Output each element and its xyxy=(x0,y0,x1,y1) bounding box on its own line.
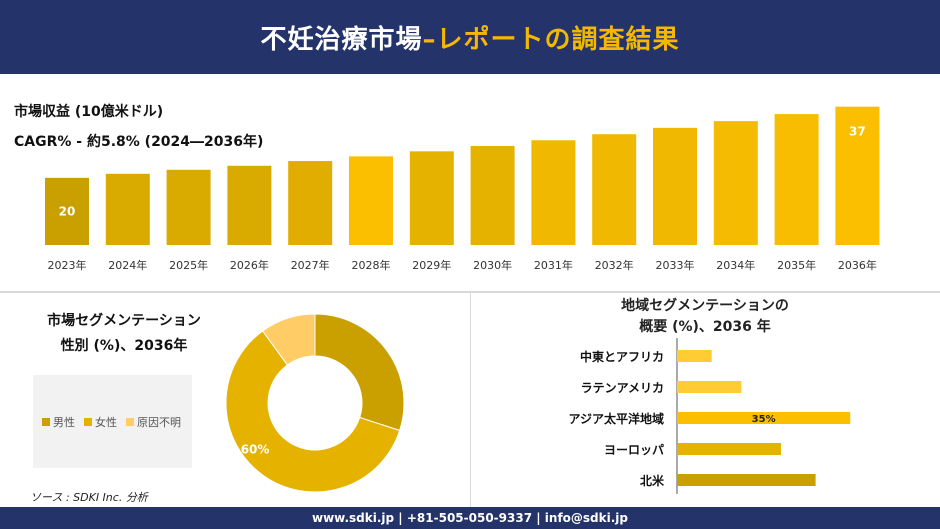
year-tick-label: 2035年 xyxy=(777,258,816,272)
region-title-line2: 概要 (%)、2036 年 xyxy=(639,319,771,335)
title-part-1: 不妊治療市場 xyxy=(260,24,423,55)
revenue-panel: 2023年 20 2024年 2025年 2026年 2027年 2028年 2029年 203… xyxy=(0,74,940,288)
region-category-label: アジア太平洋地域 xyxy=(568,411,664,426)
year-tick-label: 2024年 xyxy=(108,258,147,272)
donut-data-label: 60% xyxy=(241,443,270,457)
region-category-label: ラテンアメリカ xyxy=(581,381,664,395)
year-tick-label: 2029年 xyxy=(412,258,451,272)
horizontal-divider xyxy=(0,291,940,293)
donut-slice xyxy=(261,313,316,366)
revenue-bar xyxy=(835,106,880,245)
revenue-bar xyxy=(45,177,89,245)
cagr-label: CAGR% - 約5.8% (2024―2036年) xyxy=(14,134,264,150)
revenue-bar xyxy=(288,161,333,245)
legend-swatch xyxy=(84,418,92,426)
year-tick-label: 2027年 xyxy=(291,258,330,272)
segmentation-title-line2: 性別 (%)、2036年 xyxy=(60,338,188,354)
legend-label: 原因不明 xyxy=(137,416,181,429)
region-category-label: 北米 xyxy=(640,473,665,488)
footer-contact: www.sdki.jp | +81-505-050-9337 | info@sd… xyxy=(311,511,628,525)
year-tick-label: 2025年 xyxy=(169,258,208,272)
legend-item: 女性 xyxy=(84,414,117,430)
revenue-bar xyxy=(166,169,211,245)
revenue-bar xyxy=(349,156,393,245)
year-tick-label: 2026年 xyxy=(230,258,269,272)
footer-banner: www.sdki.jp | +81-505-050-9337 | info@sd… xyxy=(0,507,940,529)
source-note: ソース : SDKI Inc. 分析 xyxy=(30,491,148,504)
legend-label: 男性 xyxy=(53,416,75,429)
region-category-label: 中東とアフリカ xyxy=(580,349,664,364)
revenue-bar xyxy=(531,140,576,245)
revenue-data-label: 37 xyxy=(849,125,866,139)
region-data-label: 35% xyxy=(752,414,776,425)
region-bar xyxy=(677,474,816,486)
page-title: 不妊治療市場–レポートの調査結果 xyxy=(260,19,679,56)
year-tick-label: 2036年 xyxy=(838,258,877,272)
legend-background xyxy=(33,375,192,468)
region-bar xyxy=(677,443,781,455)
gender-donut-chart: 60% xyxy=(225,313,405,493)
region-category-label: ヨーロッパ xyxy=(604,443,664,457)
year-tick-label: 2034年 xyxy=(716,258,755,272)
donut-slice xyxy=(225,330,401,493)
year-tick-label: 2031年 xyxy=(534,258,573,272)
donut-legend: 男性 女性 原因不明 xyxy=(42,414,181,430)
year-tick-label: 2033年 xyxy=(656,258,695,272)
legend-label: 女性 xyxy=(95,416,117,429)
revenue-bar xyxy=(774,114,819,245)
year-tick-label: 2030年 xyxy=(473,258,512,272)
segmentation-title-line1: 市場セグメンテーション xyxy=(47,313,201,329)
vertical-divider xyxy=(470,293,471,507)
revenue-bar xyxy=(470,145,515,245)
year-tick-label: 2032年 xyxy=(595,258,634,272)
revenue-bar xyxy=(653,127,697,245)
header-banner: 不妊治療市場–レポートの調査結果 xyxy=(0,0,940,74)
year-tick-label: 2023年 xyxy=(48,258,87,272)
revenue-bar xyxy=(713,121,758,245)
revenue-label: 市場収益 (10億米ドル) xyxy=(14,104,164,120)
revenue-bar xyxy=(592,134,637,245)
legend-swatch xyxy=(42,418,50,426)
revenue-bar xyxy=(105,173,150,245)
donut-slice xyxy=(314,313,405,432)
region-title: 地域セグメンテーションの 概要 (%)、2036 年 xyxy=(590,296,820,338)
title-part-2: –レポートの調査結果 xyxy=(422,24,680,55)
region-bar xyxy=(677,350,712,362)
legend-item: 男性 xyxy=(42,414,75,430)
legend-item: 原因不明 xyxy=(126,414,181,430)
region-bar xyxy=(677,412,851,424)
revenue-data-label: 20 xyxy=(59,204,76,218)
region-title-line1: 地域セグメンテーションの xyxy=(621,298,789,314)
revenue-bar xyxy=(409,151,454,245)
year-tick-label: 2028年 xyxy=(352,258,391,272)
legend-swatch xyxy=(126,418,134,426)
revenue-bar xyxy=(227,165,272,245)
revenue-bar-chart: 2023年 20 2024年 2025年 2026年 2027年 2028年 2029年 203… xyxy=(45,106,880,272)
segmentation-title: 市場セグメンテーション 性別 (%)、2036年 xyxy=(14,309,234,359)
region-bar xyxy=(677,381,742,393)
